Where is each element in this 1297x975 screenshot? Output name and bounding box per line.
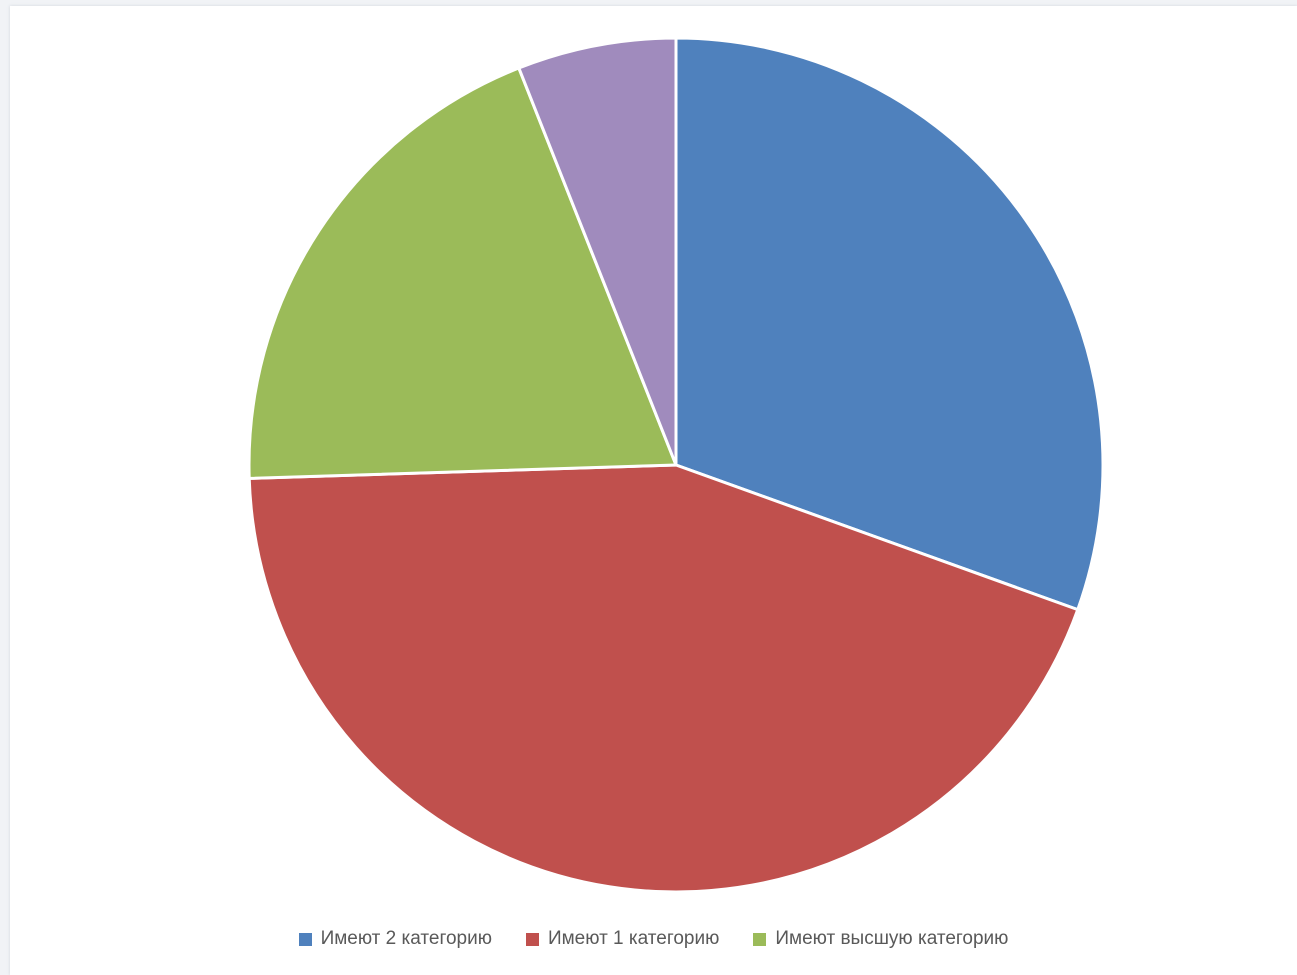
legend-label-2: Имеют 1 категорию xyxy=(547,928,720,949)
pie-chart xyxy=(247,36,1105,894)
pie-slice-1 xyxy=(674,36,1105,612)
chart-area: Имеют 2 категорию Имеют 1 категорию Имеют … xyxy=(10,6,1297,975)
legend-item-3: Имеют высшую категорию xyxy=(753,928,1008,950)
pie-slice-3 xyxy=(247,66,678,480)
pie-slice-2 xyxy=(247,463,1080,894)
pie-slice-4 xyxy=(517,36,678,467)
legend-item-1: Имеют 2 категорию xyxy=(298,928,492,950)
chart-legend: Имеют 2 категорию Имеют 1 категорию Имеют … xyxy=(10,928,1297,950)
legend-swatch-2 xyxy=(525,932,539,946)
legend-swatch-3 xyxy=(753,932,767,946)
legend-label-3: Имеют высшую категорию xyxy=(775,928,1009,949)
legend-swatch-1 xyxy=(298,932,312,946)
legend-label-1: Имеют 2 категорию xyxy=(320,928,492,949)
legend-item-2: Имеют 1 категорию xyxy=(525,928,720,950)
